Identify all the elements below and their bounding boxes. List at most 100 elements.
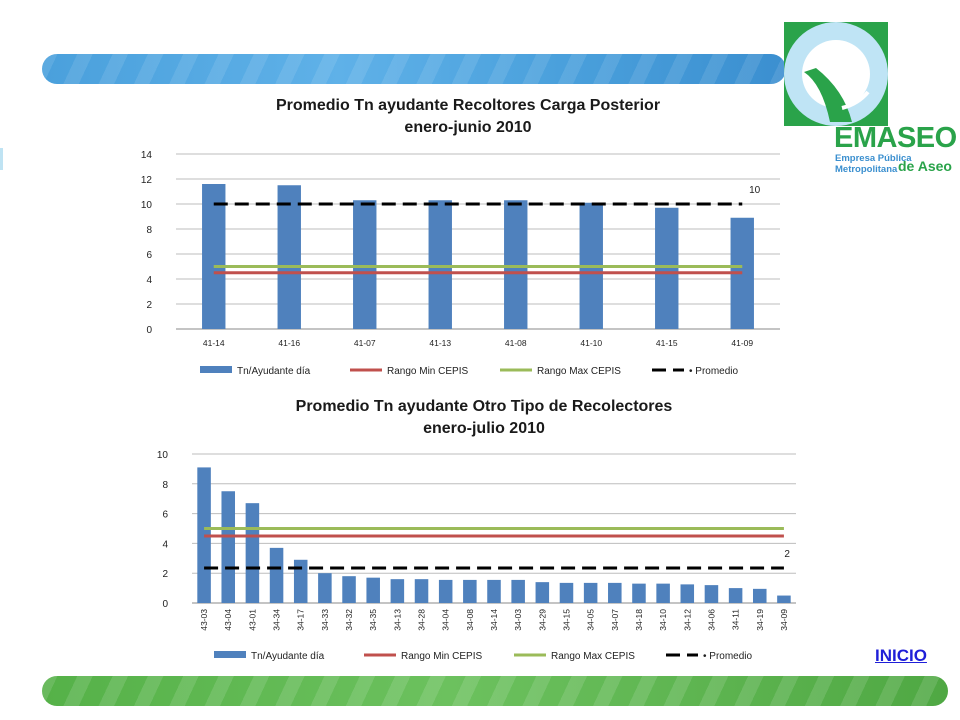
x-tick-label: 34-03 bbox=[513, 609, 523, 631]
x-tick-label: 34-13 bbox=[392, 609, 402, 631]
x-tick-label: 43-01 bbox=[247, 609, 257, 631]
y-tick-label: 2 bbox=[146, 300, 152, 311]
x-tick-label: 34-08 bbox=[465, 609, 475, 631]
x-tick-label: 34-32 bbox=[344, 609, 354, 631]
y-tick-label: 12 bbox=[141, 175, 153, 186]
y-tick-label: 10 bbox=[157, 450, 169, 461]
x-tick-label: 41-16 bbox=[278, 338, 300, 348]
x-tick-label: 43-03 bbox=[199, 609, 209, 631]
bar bbox=[728, 588, 743, 603]
legend-swatch-bar bbox=[200, 366, 232, 373]
bar bbox=[366, 577, 380, 603]
y-tick-label: 8 bbox=[162, 480, 168, 491]
emaseo-logo-icon bbox=[784, 22, 888, 126]
bar bbox=[277, 185, 301, 329]
legend-label: Rango Max CEPIS bbox=[537, 366, 621, 377]
bar bbox=[583, 582, 598, 603]
bar bbox=[221, 491, 236, 603]
logo-brand-text: EMASEO bbox=[834, 122, 957, 154]
bar bbox=[511, 579, 525, 603]
legend-label: Tn/Ayudante día bbox=[251, 651, 325, 662]
bar bbox=[559, 582, 574, 603]
bar bbox=[438, 579, 453, 603]
y-tick-label: 4 bbox=[146, 275, 152, 286]
legend-label: • Promedio bbox=[703, 651, 753, 662]
y-tick-label: 14 bbox=[141, 150, 153, 161]
x-tick-label: 34-07 bbox=[610, 609, 620, 631]
bar bbox=[428, 200, 452, 329]
x-tick-label: 34-29 bbox=[537, 609, 547, 631]
bar bbox=[777, 595, 791, 603]
bar bbox=[342, 576, 356, 603]
x-tick-label: 34-11 bbox=[731, 609, 741, 630]
bar bbox=[390, 579, 405, 603]
top-band-texture bbox=[42, 54, 786, 84]
bar bbox=[353, 200, 377, 329]
x-tick-label: 34-34 bbox=[272, 609, 282, 631]
left-edge-mark bbox=[0, 148, 3, 170]
x-tick-label: 41-10 bbox=[580, 338, 602, 348]
legend-label: Rango Min CEPIS bbox=[401, 651, 482, 662]
bar bbox=[293, 559, 308, 603]
x-tick-label: 41-13 bbox=[429, 338, 451, 348]
x-tick-label: 43-04 bbox=[223, 609, 233, 631]
y-tick-label: 0 bbox=[162, 599, 168, 610]
legend-label: Rango Min CEPIS bbox=[387, 366, 468, 377]
logo-subtitle-line1: Empresa Pública bbox=[835, 153, 912, 164]
logo-subtitle-line2: Metropolitana bbox=[835, 164, 898, 175]
x-tick-label: 41-15 bbox=[656, 338, 678, 348]
legend-label: • Promedio bbox=[689, 366, 739, 377]
chart-title: Promedio Tn ayudante Otro Tipo de Recole… bbox=[296, 398, 673, 415]
bar bbox=[535, 582, 550, 603]
bar bbox=[632, 583, 646, 603]
bar bbox=[655, 207, 679, 329]
bar bbox=[269, 547, 284, 603]
x-tick-label: 34-06 bbox=[706, 609, 716, 631]
bar bbox=[680, 584, 695, 603]
x-tick-label: 34-28 bbox=[417, 609, 427, 631]
promedio-value-label: 2 bbox=[784, 549, 790, 560]
x-tick-label: 41-09 bbox=[731, 338, 753, 348]
bar bbox=[245, 503, 260, 603]
bar bbox=[202, 184, 226, 329]
legend-swatch-bar bbox=[214, 651, 246, 658]
x-tick-label: 41-07 bbox=[354, 338, 376, 348]
chart-subtitle: enero-junio 2010 bbox=[404, 119, 531, 136]
x-tick-label: 34-15 bbox=[561, 609, 571, 631]
y-tick-label: 4 bbox=[162, 539, 168, 550]
x-tick-label: 41-08 bbox=[505, 338, 527, 348]
x-tick-label: 34-18 bbox=[634, 609, 644, 631]
x-tick-label: 34-09 bbox=[779, 609, 789, 631]
x-tick-label: 34-35 bbox=[368, 609, 378, 631]
bar bbox=[487, 579, 501, 603]
logo-subtitle-line3: de Aseo bbox=[898, 158, 952, 174]
y-tick-label: 6 bbox=[146, 250, 152, 261]
x-tick-label: 41-14 bbox=[203, 338, 225, 348]
x-tick-label: 34-12 bbox=[682, 609, 692, 631]
bar bbox=[504, 200, 528, 329]
x-tick-label: 34-04 bbox=[441, 609, 451, 631]
legend-label: Tn/Ayudante día bbox=[237, 366, 311, 377]
top-decorative-band bbox=[42, 54, 786, 84]
legend-label: Rango Max CEPIS bbox=[551, 651, 635, 662]
promedio-value-label: 10 bbox=[749, 185, 761, 196]
chart-subtitle: enero-julio 2010 bbox=[423, 420, 545, 437]
chart-title: Promedio Tn ayudante Recoltores Carga Po… bbox=[276, 97, 660, 114]
bar bbox=[463, 579, 477, 603]
x-tick-label: 34-17 bbox=[296, 609, 306, 631]
y-tick-label: 10 bbox=[141, 200, 153, 211]
bottom-band-texture bbox=[42, 676, 948, 706]
bottom-decorative-band bbox=[42, 676, 948, 706]
bar bbox=[318, 573, 332, 603]
y-tick-label: 8 bbox=[146, 225, 152, 236]
y-tick-label: 2 bbox=[162, 569, 168, 580]
x-tick-label: 34-05 bbox=[586, 609, 596, 631]
bar bbox=[414, 579, 429, 603]
bar bbox=[656, 583, 670, 603]
inicio-link[interactable]: INICIO bbox=[875, 646, 927, 665]
bar bbox=[704, 585, 719, 603]
x-tick-label: 34-14 bbox=[489, 609, 499, 631]
x-tick-label: 34-33 bbox=[320, 609, 330, 631]
